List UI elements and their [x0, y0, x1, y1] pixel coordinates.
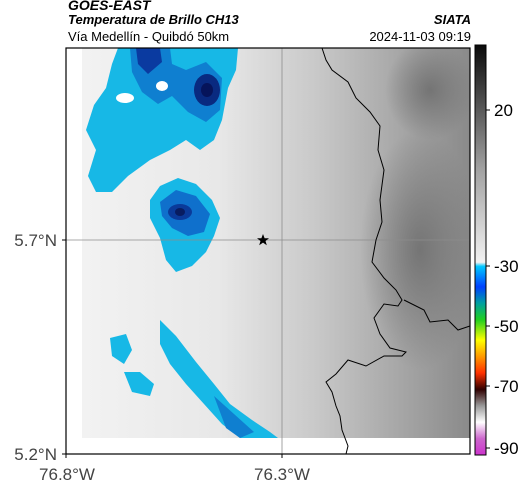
satellite-name: GOES-EAST	[68, 0, 151, 13]
colorbar-label: 20	[494, 101, 513, 120]
lat-label-5-2: 5.2°N	[14, 445, 57, 464]
colorbar-label: -90	[494, 439, 519, 458]
colorbar-frame	[474, 44, 487, 456]
border-line	[321, 48, 407, 454]
timestamp: 2024-11-03 09:19	[369, 29, 471, 44]
colorbar-label: -50	[494, 317, 519, 336]
header: GOES-EAST Temperatura de Brillo CH13 Vía…	[0, 0, 526, 48]
colorbar-gradient	[475, 45, 486, 455]
border-line-east	[403, 299, 470, 331]
cold-cloud-south	[110, 320, 278, 438]
map-frame	[65, 47, 471, 455]
star-icon	[257, 234, 269, 246]
lon-label-76-8: 76.8°W	[39, 465, 95, 484]
cold-cloud-north	[86, 48, 238, 192]
colorbar: 20 -30 -50 -70 -90	[474, 44, 519, 458]
colorbar-label: -70	[494, 377, 519, 396]
warm-region-north	[385, 48, 470, 140]
lat-label-5-7: 5.7°N	[14, 231, 57, 250]
cold-cloud-central	[150, 178, 220, 272]
warm-region	[360, 130, 470, 370]
product-title: Temperatura de Brillo CH13	[68, 12, 239, 27]
lon-label-76-3: 76.3°W	[254, 465, 310, 484]
organization-label: SIATA	[433, 12, 471, 27]
colorbar-label: -30	[494, 257, 519, 276]
region-label: Vía Medellín - Quibdó 50km	[68, 29, 230, 44]
